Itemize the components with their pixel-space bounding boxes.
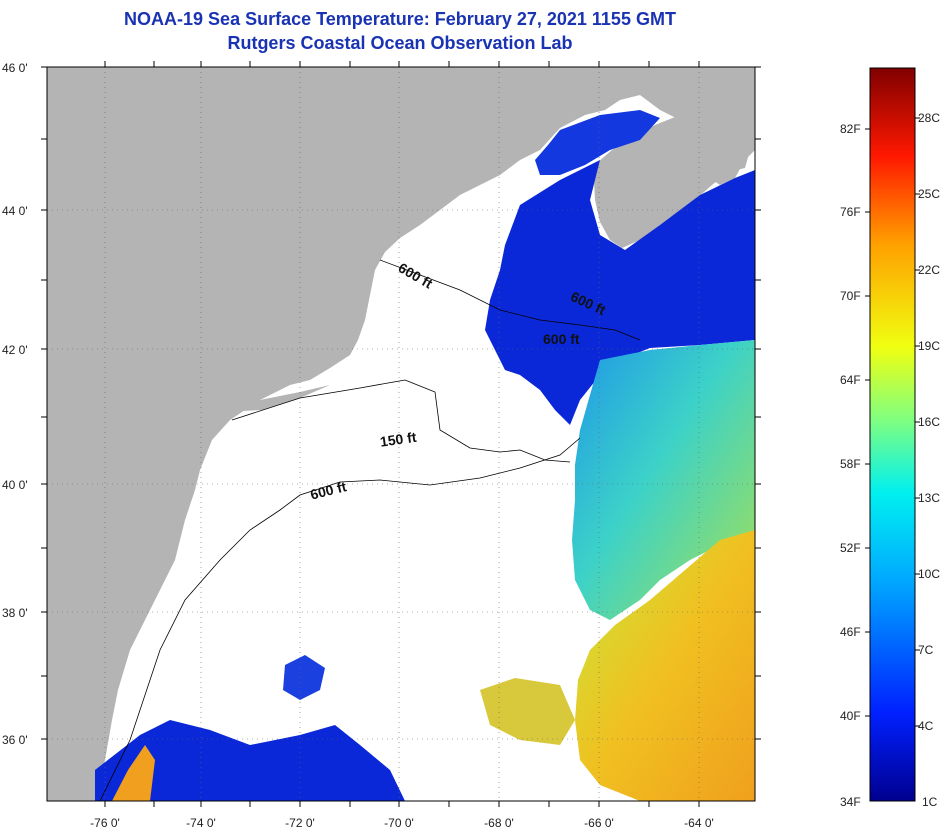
colorbar-label-58f: 58F — [840, 457, 861, 471]
colorbar-label-10c: 10C — [918, 567, 940, 581]
sst-gulf-stream-filament — [112, 745, 155, 801]
lon-label-76: -76 0' — [90, 816, 120, 830]
sst-cold-water-upper — [535, 110, 660, 175]
map-ticks — [41, 61, 761, 807]
lat-label-42: 42 0' — [2, 343, 28, 357]
map-area — [47, 67, 755, 801]
lon-label-72: -72 0' — [285, 816, 315, 830]
contour-line-600ft-gulf-of-maine — [379, 259, 641, 341]
colorbar-label-7c: 7C — [918, 643, 934, 657]
sst-cold-patch-south — [95, 720, 405, 801]
lon-label-70: -70 0' — [384, 816, 414, 830]
lon-label-64: -64 0' — [684, 816, 714, 830]
lat-label-46: 46 0' — [2, 61, 28, 75]
colorbar-label-19c: 19C — [918, 339, 940, 353]
map-subtitle: Rutgers Coastal Ocean Observation Lab — [227, 33, 573, 53]
colorbar-label-46f: 46F — [840, 625, 861, 639]
lon-label-68: -68 0' — [484, 816, 514, 830]
colorbar-label-28c: 28C — [918, 111, 940, 125]
land-mass-long-island — [222, 385, 330, 412]
map-gridlines — [47, 67, 755, 801]
colorbar-label-82f: 82F — [840, 122, 861, 136]
colorbar-ticks — [865, 117, 920, 727]
contour-line-600ft-shelf — [99, 437, 581, 801]
colorbar-label-25c: 25C — [918, 187, 940, 201]
colorbar-label-52f: 52F — [840, 541, 861, 555]
lon-label-66: -66 0' — [584, 816, 614, 830]
sst-warm-patch-south — [480, 678, 575, 745]
sst-warm-water — [575, 530, 755, 801]
colorbar-label-40f: 40F — [840, 709, 861, 723]
colorbar — [869, 67, 916, 802]
sst-cold-water — [485, 160, 755, 425]
colorbar-label-1c: 1C — [922, 795, 938, 809]
colorbar-label-70f: 70F — [840, 289, 861, 303]
map-title: NOAA-19 Sea Surface Temperature: Februar… — [124, 9, 676, 29]
land-mass-us — [47, 67, 755, 801]
lat-label-36: 36 0' — [2, 733, 28, 747]
lat-label-44: 44 0' — [2, 204, 28, 218]
contour-label-150ft: 150 ft — [379, 429, 418, 450]
colorbar-label-16c: 16C — [918, 415, 940, 429]
lon-label-74: -74 0' — [186, 816, 216, 830]
lat-label-38: 38 0' — [2, 606, 28, 620]
lat-label-40: 40 0' — [2, 478, 28, 492]
land-mass-nova-scotia — [594, 108, 750, 248]
colorbar-label-13c: 13C — [918, 491, 940, 505]
colorbar-label-34f: 34F — [840, 795, 861, 809]
map-frame — [46, 66, 756, 802]
colorbar-label-64f: 64F — [840, 373, 861, 387]
colorbar-label-4c: 4C — [918, 719, 934, 733]
sst-cold-patch-offshore — [283, 655, 325, 700]
colorbar-label-76f: 76F — [840, 205, 861, 219]
contour-label-600ft-center: 600 ft — [543, 331, 580, 347]
colorbar-label-22c: 22C — [918, 263, 940, 277]
contour-line-150ft — [231, 379, 571, 463]
